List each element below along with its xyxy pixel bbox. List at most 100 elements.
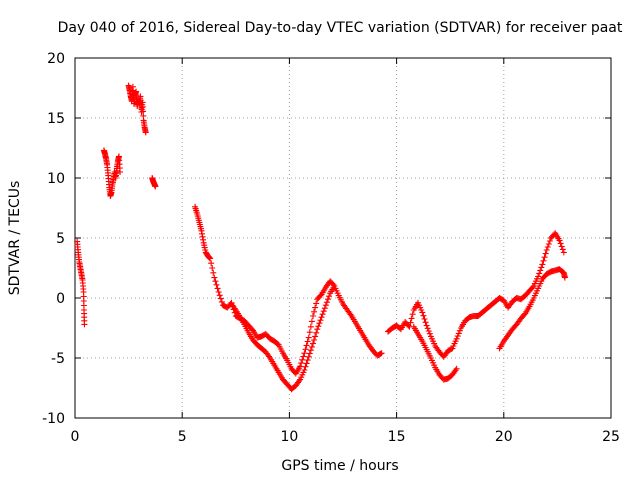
data-point xyxy=(297,363,304,370)
data-point xyxy=(559,246,566,253)
data-point xyxy=(419,309,426,316)
data-point xyxy=(212,278,219,285)
data-point xyxy=(544,244,551,250)
data-point xyxy=(211,274,218,281)
data-point xyxy=(311,337,318,343)
series-paat-seg-2 xyxy=(100,147,124,199)
data-point xyxy=(311,308,318,315)
data-point xyxy=(217,295,224,302)
data-point xyxy=(142,129,149,136)
data-point xyxy=(207,255,214,262)
y-tick-label: 20 xyxy=(47,51,65,67)
y-tick-label: -5 xyxy=(51,351,65,367)
data-point xyxy=(313,329,320,336)
data-point xyxy=(301,350,308,357)
grid xyxy=(75,58,611,418)
data-point xyxy=(314,326,321,333)
data-point xyxy=(538,264,545,271)
data-point xyxy=(308,343,315,350)
data-point xyxy=(422,319,429,326)
data-points xyxy=(74,82,568,393)
data-point xyxy=(302,363,309,370)
data-point xyxy=(319,311,326,318)
data-point xyxy=(301,367,308,373)
data-point xyxy=(305,334,312,341)
data-point xyxy=(560,249,567,256)
data-point xyxy=(309,313,316,319)
data-point xyxy=(302,346,309,353)
data-point xyxy=(306,350,313,357)
data-point xyxy=(299,356,306,363)
data-point xyxy=(408,315,415,322)
data-point xyxy=(536,270,543,277)
x-tick-label: 20 xyxy=(495,429,513,445)
y-tick-label: -10 xyxy=(42,411,65,427)
data-point xyxy=(537,267,544,274)
series-paat-seg-1 xyxy=(74,238,88,328)
data-point xyxy=(305,353,312,360)
data-point xyxy=(213,281,220,288)
data-point xyxy=(331,283,338,289)
x-tick-label: 0 xyxy=(71,429,80,445)
x-tick-label: 25 xyxy=(602,429,620,445)
data-point xyxy=(298,360,305,367)
series-paat-evening-lower xyxy=(496,266,568,352)
data-point xyxy=(317,317,324,324)
data-point xyxy=(542,250,549,257)
data-point xyxy=(453,335,460,342)
chart-title: Day 040 of 2016, Sidereal Day-to-day VTE… xyxy=(58,20,623,36)
x-tick-label: 15 xyxy=(388,429,406,445)
data-point xyxy=(218,298,225,305)
y-tick-label: 5 xyxy=(56,231,65,247)
data-point xyxy=(561,274,568,281)
data-point xyxy=(377,350,384,357)
axis-ticks: 0 5 10 15 20 25 -10 -5 0 5 10 15 20 xyxy=(42,51,620,445)
series-paat-main-lower xyxy=(228,283,338,393)
data-point xyxy=(303,342,310,349)
data-point xyxy=(540,257,547,264)
series-paat-main-upper xyxy=(192,203,385,377)
data-point xyxy=(300,353,307,360)
data-point xyxy=(313,300,320,307)
data-point xyxy=(556,237,563,244)
data-point xyxy=(306,329,313,336)
data-point xyxy=(308,318,315,325)
data-point xyxy=(546,238,553,244)
x-tick-label: 5 xyxy=(178,429,187,445)
data-point xyxy=(303,360,310,367)
data-point xyxy=(409,311,416,318)
data-point xyxy=(316,320,323,327)
data-point xyxy=(454,333,461,340)
data-point xyxy=(210,269,217,276)
data-point xyxy=(209,265,216,271)
data-point xyxy=(214,285,221,292)
data-point xyxy=(208,260,215,267)
data-point xyxy=(543,247,550,253)
y-axis-label: SDTVAR / TECUs xyxy=(7,181,23,296)
data-point xyxy=(322,302,329,309)
x-axis-label: GPS time / hours xyxy=(281,458,398,474)
data-point xyxy=(309,340,316,347)
series-paat-seg-3 xyxy=(125,82,149,136)
data-point xyxy=(324,296,331,303)
series-paat-seg-4 xyxy=(149,175,159,190)
data-point xyxy=(323,299,330,306)
data-point xyxy=(424,325,431,332)
data-point xyxy=(320,308,327,315)
data-point xyxy=(81,321,88,328)
data-point xyxy=(152,183,159,190)
x-tick-label: 10 xyxy=(280,429,298,445)
data-point xyxy=(423,322,430,329)
y-tick-label: 10 xyxy=(47,171,65,187)
data-point xyxy=(421,316,428,322)
data-point xyxy=(307,347,314,354)
data-point xyxy=(304,338,311,345)
data-point xyxy=(307,323,314,330)
data-point xyxy=(541,254,548,261)
data-point xyxy=(557,240,564,247)
data-point xyxy=(304,357,311,364)
data-point xyxy=(321,305,328,312)
data-point xyxy=(378,350,385,357)
data-point xyxy=(315,323,322,330)
